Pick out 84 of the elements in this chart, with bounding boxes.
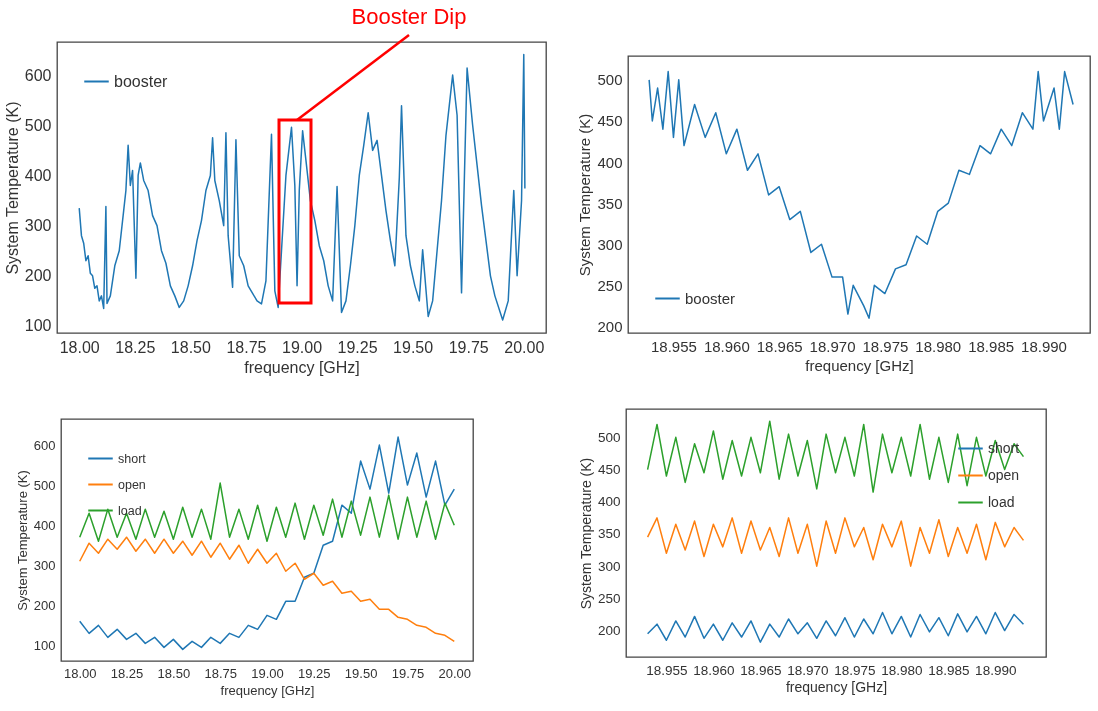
x-tick-label: 18.75 <box>226 338 267 356</box>
x-tick-label: 19.00 <box>251 665 284 681</box>
legend-label: booster <box>114 72 169 90</box>
x-tick-label: 19.50 <box>344 665 378 681</box>
x-tick-label: 18.25 <box>115 338 156 356</box>
y-tick-label: 500 <box>24 116 52 134</box>
x-tick-label: 18.985 <box>928 662 970 678</box>
x-tick-label: 18.955 <box>651 337 697 355</box>
y-tick-label: 350 <box>597 194 623 212</box>
y-tick-label: 200 <box>597 317 623 335</box>
y-tick-label: 250 <box>597 276 623 294</box>
y-axis-title: System Temperature (K) <box>3 101 21 275</box>
y-axis-title: System Temperature (K) <box>14 470 30 611</box>
x-tick-label: 20.00 <box>504 338 545 356</box>
x-axis-title: frequency [GHz] <box>244 358 360 376</box>
y-tick-label: 200 <box>24 267 52 285</box>
y-tick-label: 400 <box>597 494 621 510</box>
line-series <box>78 436 456 651</box>
legend-label: booster <box>685 289 736 307</box>
y-tick-label: 250 <box>597 590 621 606</box>
line-series <box>78 53 526 321</box>
x-tick-label: 18.00 <box>59 338 100 356</box>
x-tick-label: 19.50 <box>393 338 434 356</box>
x-tick-label: 18.00 <box>63 665 97 681</box>
x-tick-label: 18.960 <box>703 337 750 355</box>
x-tick-label: 18.965 <box>756 337 803 355</box>
legend-label: load <box>988 493 1015 510</box>
y-tick-label: 300 <box>33 557 56 573</box>
x-tick-label: 19.75 <box>391 665 425 681</box>
x-tick-label: 20.00 <box>438 665 472 681</box>
x-tick-label: 18.965 <box>740 662 782 678</box>
x-axis-title: frequency [GHz] <box>220 682 315 698</box>
x-tick-label: 18.975 <box>862 337 909 355</box>
x-tick-label: 18.990 <box>975 662 1017 678</box>
line-series <box>646 420 1025 493</box>
x-tick-label: 18.75 <box>204 665 237 681</box>
y-tick-label: 300 <box>24 217 52 235</box>
y-tick-label: 450 <box>597 112 623 130</box>
y-axis-title: System Temperature (K) <box>576 113 594 277</box>
text: Booster Dip <box>351 4 467 29</box>
y-tick-label: 500 <box>33 477 56 493</box>
x-axis-title: frequency [GHz] <box>785 679 888 695</box>
x-tick-label: 18.960 <box>693 662 735 678</box>
y-tick-label: 300 <box>597 235 623 253</box>
y-tick-label: 500 <box>597 71 623 89</box>
x-tick-label: 18.980 <box>915 337 962 355</box>
y-tick-label: 350 <box>597 526 621 542</box>
legend-label: open <box>988 466 1020 483</box>
line-series <box>78 536 456 643</box>
y-tick-label: 200 <box>597 623 621 639</box>
y-tick-label: 400 <box>33 517 56 533</box>
legend-label: open <box>118 477 146 492</box>
x-tick-label: 18.25 <box>110 665 144 681</box>
legend-label: load <box>118 503 142 518</box>
line-series <box>646 517 1025 567</box>
line-series <box>646 611 1025 643</box>
x-tick-label: 19.25 <box>298 665 331 681</box>
x-tick-label: 18.980 <box>881 662 923 678</box>
x-tick-label: 18.990 <box>1021 337 1067 355</box>
x-tick-label: 18.975 <box>834 662 876 678</box>
x-tick-label: 18.970 <box>809 337 856 355</box>
y-tick-label: 100 <box>24 317 52 335</box>
y-tick-label: 300 <box>597 558 621 574</box>
x-tick-label: 18.955 <box>646 662 688 678</box>
x-tick-label: 19.00 <box>281 338 323 356</box>
line-series <box>78 482 456 542</box>
y-tick-label: 200 <box>33 597 56 613</box>
y-tick-label: 400 <box>24 166 52 184</box>
y-tick-label: 600 <box>33 437 56 453</box>
line-series <box>648 70 1074 319</box>
x-tick-label: 18.970 <box>787 662 829 678</box>
y-tick-label: 600 <box>24 66 52 84</box>
x-tick-label: 19.25 <box>337 338 378 356</box>
x-tick-label: 18.50 <box>157 665 191 681</box>
legend-label: short <box>118 451 147 466</box>
x-tick-label: 18.50 <box>170 338 211 356</box>
y-tick-label: 450 <box>597 462 621 478</box>
y-tick-label: 400 <box>597 153 623 171</box>
y-axis-title: System Temperature (K) <box>577 457 594 610</box>
y-tick-label: 100 <box>33 637 56 653</box>
x-tick-label: 19.75 <box>448 338 489 356</box>
x-tick-label: 18.985 <box>968 337 1015 355</box>
y-tick-label: 500 <box>597 429 621 445</box>
x-axis-title: frequency [GHz] <box>805 356 914 374</box>
